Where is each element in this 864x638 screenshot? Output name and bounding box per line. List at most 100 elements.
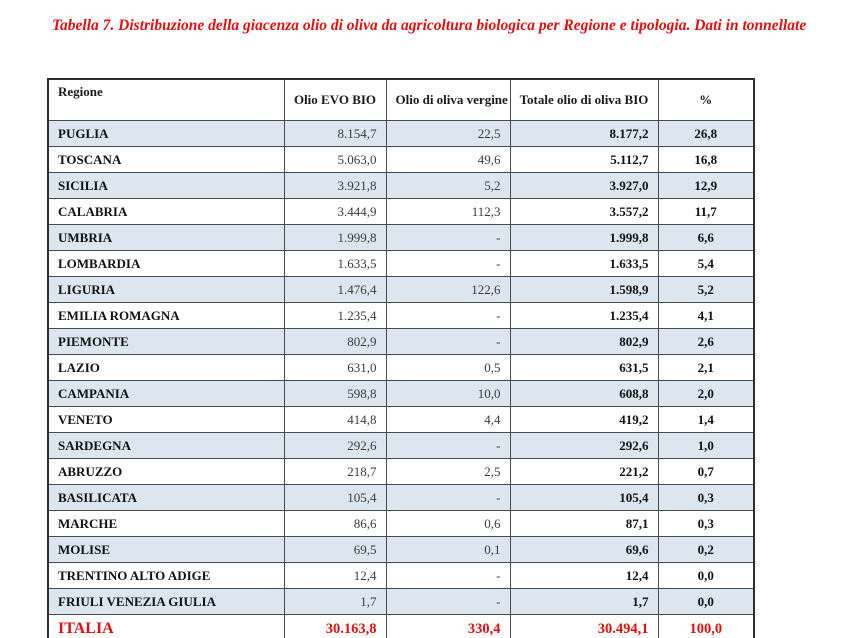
totale-olio-bio-cell: 221,2	[509, 458, 659, 485]
percent-cell: 12,9	[657, 172, 755, 199]
percent-cell: 5,2	[657, 276, 755, 303]
totale-olio-bio-cell: 1.633,5	[509, 250, 659, 277]
table-row: LAZIO 631,0 0,5 631,5 2,1	[47, 354, 755, 381]
percent-cell: 0,7	[657, 458, 755, 485]
table-row: LIGURIA 1.476,4 122,6 1.598,9 5,2	[47, 276, 755, 303]
column-header-regione: Regione	[47, 78, 285, 121]
olio-vergine-bio-cell: 4,4	[385, 406, 511, 433]
olio-vergine-bio-cell: 330,4	[385, 614, 511, 638]
totale-olio-bio-cell: 802,9	[509, 328, 659, 355]
percent-cell: 100,0	[657, 614, 755, 638]
column-header-olio-vergine-bio: Olio di oliva vergine BIO	[385, 78, 511, 121]
table-total-row: ITALIA 30.163,8 330,4 30.494,1 100,0	[47, 614, 755, 638]
olio-vergine-bio-cell: 0,1	[385, 536, 511, 563]
olio-evo-bio-cell: 1.476,4	[283, 276, 387, 303]
table-row: SARDEGNA 292,6-292,6 1,0	[47, 432, 755, 459]
percent-cell: 16,8	[657, 146, 755, 173]
table-row: VENETO 414,8 4,4 419,2 1,4	[47, 406, 755, 433]
olio-vergine-bio-cell: 0,6	[385, 510, 511, 537]
region-name-cell: TOSCANA	[47, 146, 285, 173]
region-name-cell: BASILICATA	[47, 484, 285, 511]
olio-vergine-bio-cell: 112,3	[385, 198, 511, 225]
region-name-cell: FRIULI VENEZIA GIULIA	[47, 588, 285, 615]
totale-olio-bio-cell: 8.177,2	[509, 120, 659, 147]
table-row: UMBRIA 1.999,8-1.999,8 6,6	[47, 224, 755, 251]
totale-olio-bio-cell: 631,5	[509, 354, 659, 381]
percent-cell: 1,4	[657, 406, 755, 433]
region-name-cell: ITALIA	[47, 614, 285, 638]
percent-cell: 1,0	[657, 432, 755, 459]
table-row: CALABRIA 3.444,9 112,3 3.557,2 11,7	[47, 198, 755, 225]
olio-vergine-bio-cell: -	[385, 432, 511, 459]
totale-olio-bio-cell: 292,6	[509, 432, 659, 459]
table-row: EMILIA ROMAGNA 1.235,4-1.235,4 4,1	[47, 302, 755, 329]
table-body: PUGLIA 8.154,7 22,5 8.177,2 26,8 TOSCANA 5.063…	[47, 120, 755, 638]
table-row: ABRUZZO 218,7 2,5 221,2 0,7	[47, 458, 755, 485]
olio-vergine-bio-cell: -	[385, 224, 511, 251]
olio-vergine-bio-cell: -	[385, 562, 511, 589]
region-name-cell: PIEMONTE	[47, 328, 285, 355]
table-row: MARCHE 86,6 0,6 87,1 0,3	[47, 510, 755, 537]
percent-cell: 0,3	[657, 510, 755, 537]
table-row: SICILIA 3.921,8 5,2 3.927,0 12,9	[47, 172, 755, 199]
region-name-cell: MOLISE	[47, 536, 285, 563]
region-name-cell: SICILIA	[47, 172, 285, 199]
olio-evo-bio-cell: 1.633,5	[283, 250, 387, 277]
table-row: MOLISE 69,5 0,1 69,6 0,2	[47, 536, 755, 563]
totale-olio-bio-cell: 419,2	[509, 406, 659, 433]
totale-olio-bio-cell: 3.927,0	[509, 172, 659, 199]
percent-cell: 11,7	[657, 198, 755, 225]
olio-evo-bio-cell: 3.444,9	[283, 198, 387, 225]
olio-evo-bio-cell: 1.999,8	[283, 224, 387, 251]
region-name-cell: LOMBARDIA	[47, 250, 285, 277]
olio-evo-bio-cell: 1.235,4	[283, 302, 387, 329]
percent-cell: 2,6	[657, 328, 755, 355]
olio-vergine-bio-cell: 0,5	[385, 354, 511, 381]
olio-evo-bio-cell: 218,7	[283, 458, 387, 485]
region-name-cell: CAMPANIA	[47, 380, 285, 407]
totale-olio-bio-cell: 3.557,2	[509, 198, 659, 225]
olio-evo-bio-cell: 414,8	[283, 406, 387, 433]
table-header: Regione Olio EVO BIO Olio di oliva vergi…	[47, 78, 755, 121]
totale-olio-bio-cell: 12,4	[509, 562, 659, 589]
percent-cell: 4,1	[657, 302, 755, 329]
olio-evo-bio-cell: 86,6	[283, 510, 387, 537]
regions-olive-oil-table: Regione Olio EVO BIO Olio di oliva vergi…	[47, 78, 755, 638]
totale-olio-bio-cell: 1.598,9	[509, 276, 659, 303]
region-name-cell: SARDEGNA	[47, 432, 285, 459]
olio-vergine-bio-cell: -	[385, 484, 511, 511]
percent-cell: 0,2	[657, 536, 755, 563]
olio-evo-bio-cell: 631,0	[283, 354, 387, 381]
region-name-cell: CALABRIA	[47, 198, 285, 225]
region-name-cell: VENETO	[47, 406, 285, 433]
olio-evo-bio-cell: 1,7	[283, 588, 387, 615]
table-row: FRIULI VENEZIA GIULIA 1,7-1,7 0,0	[47, 588, 755, 615]
region-name-cell: LIGURIA	[47, 276, 285, 303]
totale-olio-bio-cell: 105,4	[509, 484, 659, 511]
region-name-cell: MARCHE	[47, 510, 285, 537]
olio-evo-bio-cell: 3.921,8	[283, 172, 387, 199]
region-name-cell: UMBRIA	[47, 224, 285, 251]
totale-olio-bio-cell: 1,7	[509, 588, 659, 615]
totale-olio-bio-cell: 1.235,4	[509, 302, 659, 329]
olio-evo-bio-cell: 69,5	[283, 536, 387, 563]
olio-vergine-bio-cell: 2,5	[385, 458, 511, 485]
totale-olio-bio-cell: 608,8	[509, 380, 659, 407]
table-row: PIEMONTE 802,9-802,9 2,6	[47, 328, 755, 355]
olio-vergine-bio-cell: 10,0	[385, 380, 511, 407]
percent-cell: 26,8	[657, 120, 755, 147]
olio-evo-bio-cell: 8.154,7	[283, 120, 387, 147]
percent-cell: 0,3	[657, 484, 755, 511]
olio-vergine-bio-cell: 122,6	[385, 276, 511, 303]
olio-vergine-bio-cell: -	[385, 328, 511, 355]
olio-evo-bio-cell: 12,4	[283, 562, 387, 589]
column-header-percent: %	[657, 78, 755, 121]
table-row: TRENTINO ALTO ADIGE 12,4-12,4 0,0	[47, 562, 755, 589]
totale-olio-bio-cell: 69,6	[509, 536, 659, 563]
olio-evo-bio-cell: 292,6	[283, 432, 387, 459]
table-row: CAMPANIA 598,8 10,0 608,8 2,0	[47, 380, 755, 407]
olio-vergine-bio-cell: -	[385, 302, 511, 329]
totale-olio-bio-cell: 30.494,1	[509, 614, 659, 638]
region-name-cell: EMILIA ROMAGNA	[47, 302, 285, 329]
